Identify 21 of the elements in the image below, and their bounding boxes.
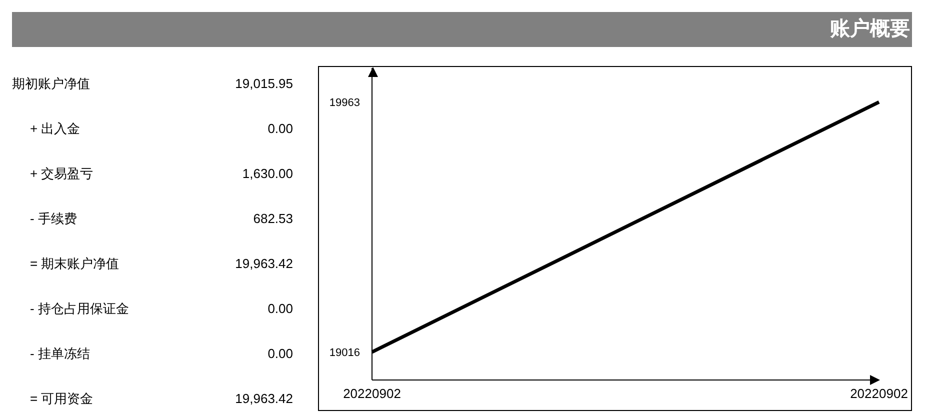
annotation: 0.00 xyxy=(266,120,293,138)
x-tick-label: 20220902 xyxy=(850,386,908,401)
y-tick-label: 19963 xyxy=(329,96,360,109)
y-tick-label: 19016 xyxy=(329,346,360,359)
text: + 交易盈亏 xyxy=(30,165,94,183)
annotation: = 期末账户净值 xyxy=(30,255,120,273)
annotation: 682.53 xyxy=(252,210,293,228)
text: 19,963.42 xyxy=(234,390,293,408)
x-tick-label: 20220902 xyxy=(343,386,401,401)
text: - 手续费 xyxy=(30,210,77,228)
annotation: 0.00 xyxy=(266,300,293,318)
annotation: - 持仓占用保证金 xyxy=(30,300,129,318)
text: 期初账户净值 xyxy=(12,75,90,93)
text: 账户概要 xyxy=(12,12,912,47)
text: + 出入金 xyxy=(30,120,80,138)
annotation: 19,015.95 xyxy=(234,75,293,93)
annotation: 19,963.42 xyxy=(234,255,293,273)
text: = 可用资金 xyxy=(30,390,94,408)
annotation: 0.00 xyxy=(266,345,293,363)
text: - 挂单冻结 xyxy=(30,345,90,363)
annotation: 1,630.00 xyxy=(241,165,293,183)
